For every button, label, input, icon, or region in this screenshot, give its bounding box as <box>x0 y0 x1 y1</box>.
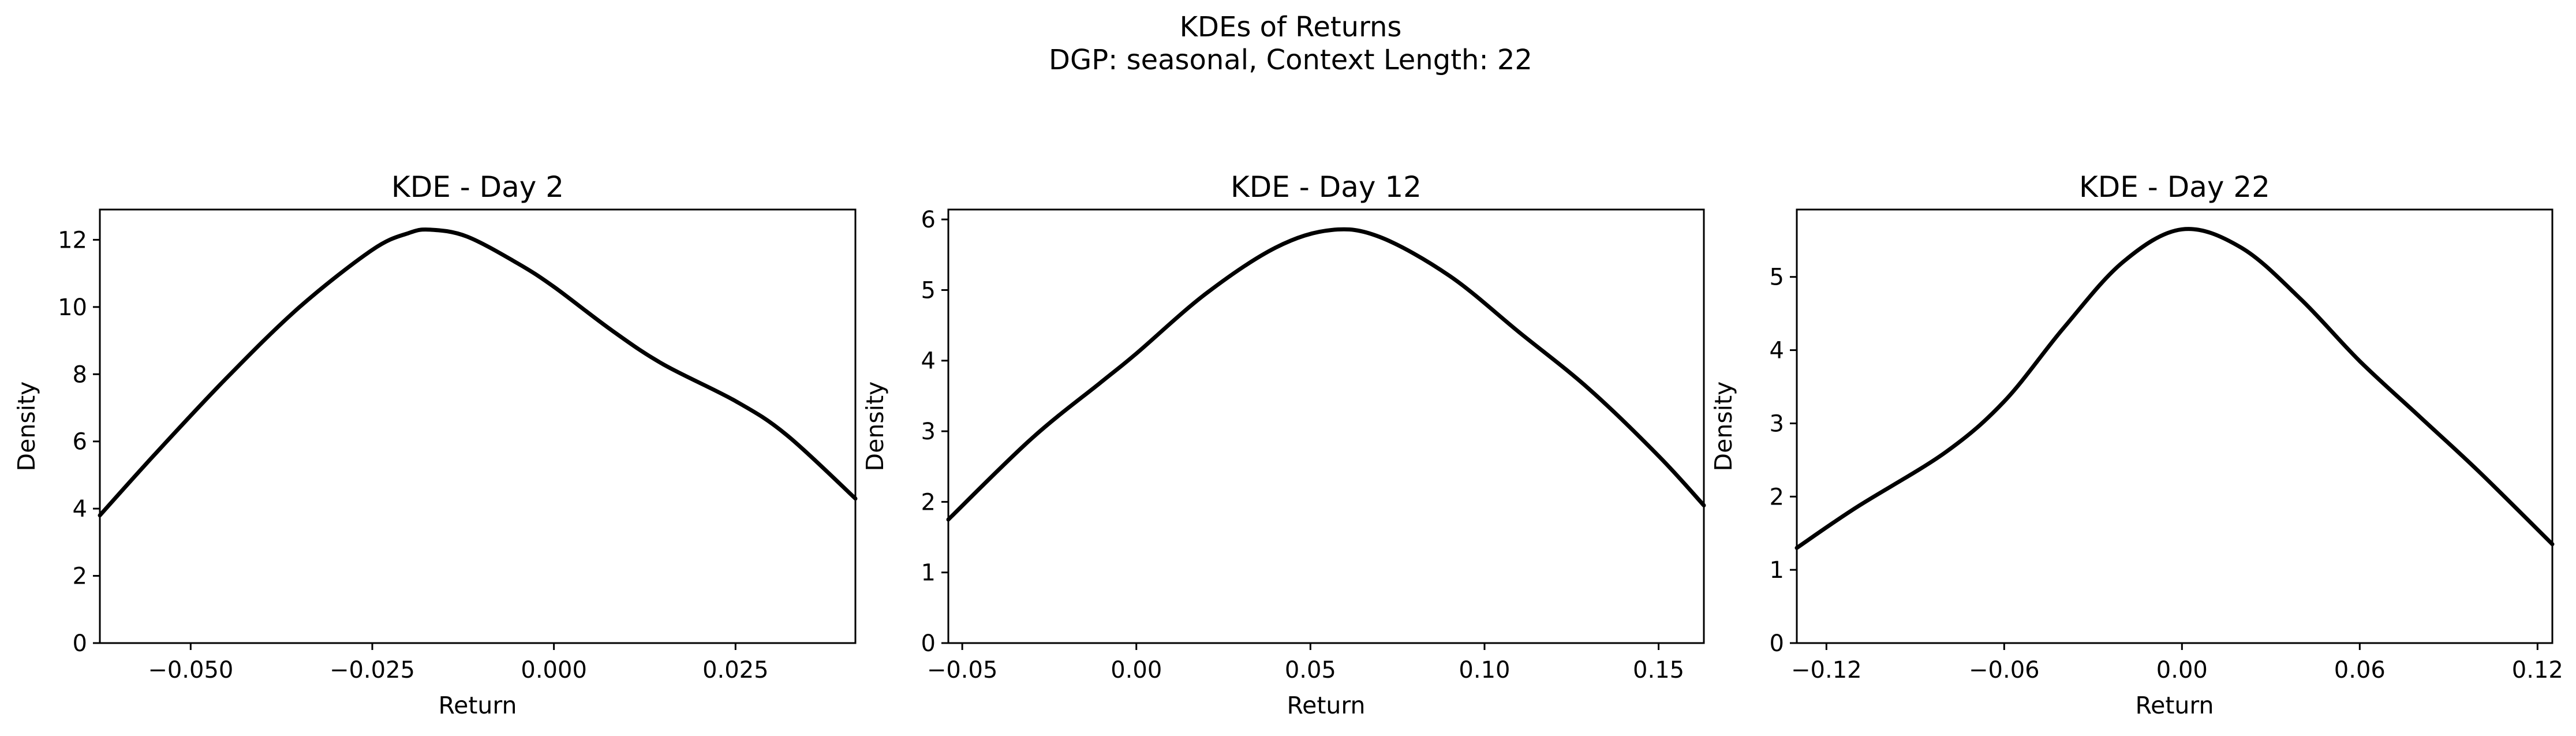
y-tick-label: 8 <box>73 361 87 388</box>
subplot-title: KDE - Day 22 <box>2079 170 2270 204</box>
y-tick-label: 6 <box>73 429 87 455</box>
x-tick-label: −0.050 <box>148 657 233 683</box>
y-tick-label: 2 <box>921 489 936 515</box>
y-tick-label: 0 <box>1770 630 1784 657</box>
plot-frame <box>1796 208 2553 644</box>
y-tick-label: 6 <box>921 207 936 233</box>
y-tick-label: 3 <box>921 419 936 445</box>
y-tick-label: 12 <box>58 227 87 253</box>
x-tick-label: −0.05 <box>927 657 998 683</box>
subplot-title: KDE - Day 2 <box>391 170 564 204</box>
x-tick-label: 0.06 <box>2334 657 2386 683</box>
y-tick-label: 3 <box>1770 410 1784 437</box>
subplot-day-1: −0.050 −0.025 0.000 0.025 0 2 4 6 8 10 12 KDE - Day… <box>13 170 858 719</box>
kde-curve <box>1794 227 2555 550</box>
y-tick-label: 5 <box>1770 264 1784 291</box>
x-tick-label: 0.15 <box>1633 657 1684 683</box>
figure-title-line2: DGP: seasonal, Context Length: 22 <box>1049 44 1532 76</box>
y-axis-label: Density <box>861 382 889 472</box>
y-tick-label: 10 <box>58 294 87 321</box>
y-tick-label: 2 <box>73 563 87 590</box>
y-tick-label: 0 <box>73 630 87 657</box>
x-tick-label: 0.05 <box>1285 657 1336 683</box>
x-tick-label: 0.025 <box>702 657 769 683</box>
y-tick-label: 4 <box>921 348 936 375</box>
y-tick-label: 5 <box>921 277 936 304</box>
y-axis-label: Density <box>1710 382 1737 472</box>
y-tick-label: 4 <box>1770 338 1784 364</box>
y-axis-label: Density <box>13 382 40 472</box>
subplot-day-2: −0.05 0.00 0.05 0.10 0.15 0 1 2 3 4 5 6 KDE - Day 12… <box>861 170 1706 719</box>
x-axis-label: Return <box>438 692 517 719</box>
x-axis-label: Return <box>2135 692 2214 719</box>
x-tick-label: 0.000 <box>521 657 587 683</box>
y-tick-label: 2 <box>1770 484 1784 510</box>
x-tick-label: 0.00 <box>1111 657 1162 683</box>
x-tick-label: 0.00 <box>2156 657 2208 683</box>
y-tick-label: 1 <box>921 560 936 586</box>
x-tick-label: −0.025 <box>330 657 415 683</box>
y-tick-label: 0 <box>921 630 936 657</box>
plot-frame <box>99 208 857 644</box>
kde-curve <box>946 227 1706 522</box>
x-tick-label: −0.06 <box>1969 657 2040 683</box>
kde-curve <box>98 227 858 518</box>
x-tick-label: 0.10 <box>1459 657 1510 683</box>
y-tick-label: 1 <box>1770 557 1784 584</box>
plot-frame <box>947 208 1705 644</box>
subplot-day-3: −0.12 −0.06 0.00 0.06 0.12 0 1 2 3 4 5 KDE - Day 22… <box>1710 170 2563 719</box>
subplot-title: KDE - Day 12 <box>1231 170 1422 204</box>
x-tick-label: 0.12 <box>2512 657 2563 683</box>
y-tick-label: 4 <box>73 496 87 522</box>
figure-title-line1: KDEs of Returns <box>1180 11 1402 43</box>
x-axis-label: Return <box>1287 692 1365 719</box>
x-tick-label: −0.12 <box>1791 657 1862 683</box>
